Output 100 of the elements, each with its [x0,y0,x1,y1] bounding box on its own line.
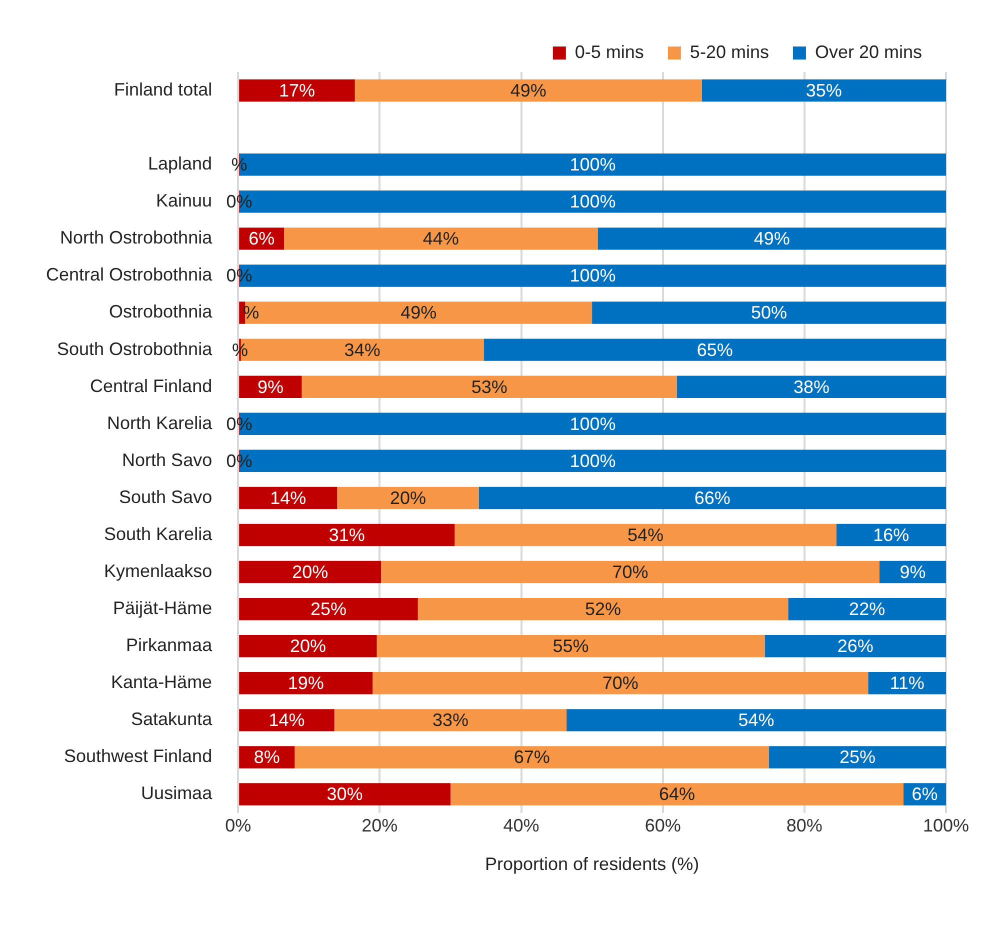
data-label: 33% [432,710,468,730]
bar [764,635,946,658]
data-label: 49% [400,302,437,323]
y-tick-label: Central Ostrobothnia [46,264,214,285]
bar [484,338,946,361]
data-label: 0% [226,266,252,286]
data-label: 49% [510,80,546,100]
y-tick-label: North Ostrobothnia [60,228,214,248]
bar [294,746,770,768]
data-label: 100% [570,192,616,212]
bar [239,486,338,510]
bar [354,79,702,102]
x-tick-label: 20% [362,816,398,836]
y-tick-label: South Ostrobothnia [56,338,214,359]
x-axis-title: Proportion of residents (%) [484,854,700,874]
x-tick-label: 40% [503,816,540,836]
data-label: 38% [793,376,830,397]
bar [302,376,677,398]
bar [676,376,946,398]
bar [284,228,598,250]
data-label: 100% [570,266,616,286]
data-label: 0% [226,450,252,471]
data-label: 54% [627,524,664,545]
data-label: 50% [751,302,788,323]
legend-label: 5-20 mins [690,42,769,62]
legend-label: Over 20 mins [814,42,922,62]
data-label: 30% [326,784,363,804]
data-label: 64% [658,784,696,804]
data-label: 31% [328,524,365,545]
bar [239,376,302,398]
x-tick-label: 80% [786,816,822,836]
bar [239,635,377,658]
bar [245,302,592,324]
data-label: 22% [849,599,886,620]
bar [239,783,450,806]
data-label: 70% [602,673,638,694]
bar [868,672,946,694]
data-label: 19% [288,673,324,694]
y-tick-label: Central Finland [90,376,212,396]
bar [566,709,946,732]
bar [478,486,946,510]
bar [239,672,373,694]
data-label: 6% [248,228,275,249]
y-tick-label: North Karelia [107,412,214,433]
data-label: 53% [471,376,508,397]
y-tick-label: South Karelia [104,524,214,544]
bar [337,486,479,510]
data-label: 34% [344,340,380,360]
data-label: 26% [837,636,874,656]
data-label: 70% [612,562,648,582]
data-label: 16% [873,524,910,545]
y-tick-label: Pirkanmaa [126,635,214,656]
bar [381,560,880,584]
data-label: 52% [585,599,622,620]
data-label: 55% [552,636,589,656]
y-tick-label: Kanta-Häme [111,672,212,692]
data-label: 20% [290,636,326,656]
data-label: 100% [570,154,616,175]
y-tick-label: Kymenlaakso [104,561,212,582]
y-tick-label: Kainuu [156,190,212,211]
y-tick-label: Uusimaa [141,783,214,804]
x-tick-label: 100% [922,816,970,836]
data-label: % [231,154,248,175]
y-tick-label: Southwest Finland [64,746,212,766]
data-label: % [232,340,248,360]
data-label: 14% [270,488,306,508]
data-label: 9% [257,376,284,397]
data-label: 100% [570,450,616,471]
bar [450,783,904,806]
bar [702,79,946,102]
bar [372,672,868,694]
y-tick-label: Ostrobothnia [109,302,214,322]
y-tick-label: North Savo [122,450,212,470]
data-label: 17% [278,80,316,100]
x-tick-label: 60% [644,816,681,836]
data-label: 9% [900,562,926,582]
data-label: 67% [514,747,550,768]
x-tick-label: 0% [225,816,252,836]
data-label: 8% [254,747,280,768]
bar [376,635,765,658]
data-label: 25% [839,747,876,768]
data-label: 35% [806,80,842,100]
bar [239,79,355,102]
bar [239,560,382,584]
data-label: 6% [912,784,938,804]
data-label: 65% [696,340,733,360]
data-label: 66% [694,488,730,508]
data-label: 11% [890,673,924,694]
data-label: 0% [226,414,252,434]
bar [239,598,418,620]
data-label: 49% [754,228,790,249]
bar [239,524,455,546]
bar [592,302,946,324]
bar [836,524,946,546]
y-tick-label: Satakunta [131,709,214,730]
bar [334,709,567,732]
bar [788,598,946,620]
data-label: 25% [310,599,347,620]
bar [454,524,836,546]
data-label: 0% [226,192,252,212]
